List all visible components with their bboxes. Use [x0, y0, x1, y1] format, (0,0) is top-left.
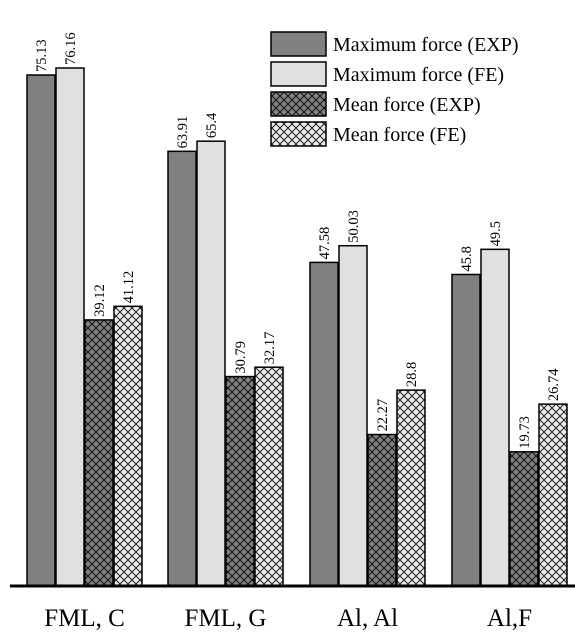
bar-mean-force-exp-al-f [509, 451, 539, 587]
value-label-mean-force-fe-fml-g: 32.17 [262, 332, 278, 365]
value-label-mean-force-exp-fml-c: 39.12 [92, 284, 108, 317]
category-label-al-al: Al, Al [337, 605, 398, 632]
legend-swatch-maximum-force-exp [270, 31, 327, 57]
bar-maximum-force-exp-al-al [309, 261, 339, 587]
value-label-mean-force-exp-fml-g: 30.79 [233, 341, 249, 374]
legend: Maximum force (EXP) Maximum force (FE) Mea… [270, 31, 519, 147]
bar-mean-force-fe-al-al [396, 389, 426, 587]
value-label-maximum-force-exp-fml-g: 63.91 [175, 116, 191, 149]
legend-swatch-maximum-force-fe [270, 61, 327, 87]
bar-mean-force-exp-al-al [367, 433, 397, 587]
category-label-fml-g: FML, G [185, 605, 267, 632]
value-label-mean-force-fe-fml-c: 41.12 [121, 271, 137, 304]
legend-label-mean-force-fe: Mean force (FE) [333, 124, 466, 146]
value-label-maximum-force-exp-al-f: 45.8 [459, 246, 475, 271]
legend-swatch-mean-force-exp [270, 91, 327, 117]
bar-mean-force-fe-fml-c [113, 305, 143, 587]
legend-label-maximum-force-fe: Maximum force (FE) [333, 64, 504, 86]
bar-maximum-force-fe-fml-c [55, 67, 85, 587]
value-label-maximum-force-fe-fml-g: 65.4 [204, 112, 220, 138]
legend-swatch-mean-force-fe [270, 121, 327, 147]
bar-mean-force-fe-al-f [538, 403, 568, 587]
bar-mean-force-fe-fml-g [254, 366, 284, 587]
value-label-mean-force-fe-al-f: 26.74 [546, 368, 562, 401]
value-label-maximum-force-fe-fml-c: 76.16 [63, 32, 79, 65]
value-label-maximum-force-exp-fml-c: 75.13 [34, 39, 50, 72]
bar-maximum-force-fe-al-al [338, 244, 368, 587]
value-label-mean-force-fe-al-al: 28.8 [404, 362, 420, 387]
bar-maximum-force-fe-fml-g [196, 140, 226, 587]
value-label-mean-force-exp-al-al: 22.27 [375, 399, 391, 432]
value-labels-group: 75.13 76.16 39.12 41.12 63.91 65.4 30.79 32.17 4… [34, 32, 562, 448]
value-label-maximum-force-fe-al-f: 49.5 [488, 221, 504, 246]
legend-label-mean-force-exp: Mean force (EXP) [333, 94, 481, 116]
value-label-mean-force-exp-al-f: 19.73 [517, 416, 533, 449]
bar-mean-force-exp-fml-g [225, 375, 255, 587]
bar-maximum-force-exp-al-f [451, 273, 481, 587]
bar-maximum-force-exp-fml-c [26, 74, 56, 587]
category-labels-group: FML, C FML, G Al, Al Al,F [44, 605, 532, 632]
legend-label-maximum-force-exp: Maximum force (EXP) [333, 34, 519, 56]
bars-group [26, 67, 568, 587]
value-label-maximum-force-exp-al-al: 47.58 [317, 227, 333, 260]
category-label-al-f: Al,F [487, 605, 532, 632]
value-label-maximum-force-fe-al-al: 50.03 [346, 210, 362, 243]
category-label-fml-c: FML, C [44, 605, 125, 632]
bar-mean-force-exp-fml-c [84, 319, 114, 587]
bar-maximum-force-fe-al-f [480, 248, 510, 587]
bar-maximum-force-exp-fml-g [167, 150, 197, 587]
